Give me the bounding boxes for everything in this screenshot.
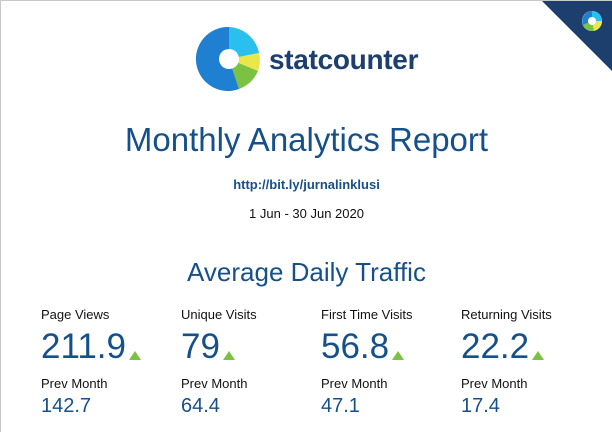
stat-value: 79 xyxy=(181,327,220,366)
prev-month-value: 17.4 xyxy=(461,395,500,417)
stat-first-time-visits: First Time Visits 56.8 Prev Month 47.1 xyxy=(321,307,461,418)
stat-value: 56.8 xyxy=(321,327,390,366)
report-title: Monthly Analytics Report xyxy=(124,121,489,158)
prev-month-value: 64.4 xyxy=(181,395,220,417)
prev-month-label: Prev Month xyxy=(461,376,528,391)
brand-name: statcounter xyxy=(269,44,419,75)
prev-month-label: Prev Month xyxy=(41,376,108,391)
traffic-stats: Page Views 211.9 Prev Month 142.7 Unique… xyxy=(1,307,612,427)
stat-value: 211.9 xyxy=(41,327,126,366)
stat-returning-visits: Returning Visits 22.2 Prev Month 17.4 xyxy=(461,307,601,418)
stat-label: Unique Visits xyxy=(181,307,257,322)
statcounter-logo: statcounter xyxy=(195,25,418,93)
prev-month-value: 47.1 xyxy=(321,395,360,417)
trend-up-icon xyxy=(129,351,141,360)
stat-unique-visits: Unique Visits 79 Prev Month 64.4 xyxy=(181,307,321,418)
prev-month-label: Prev Month xyxy=(181,376,248,391)
stat-label: Returning Visits xyxy=(461,307,552,322)
report-link[interactable]: http://bit.ly/jurnalinklusi xyxy=(233,177,380,192)
date-range: 1 Jun - 30 Jun 2020 xyxy=(249,206,364,221)
trend-up-icon xyxy=(222,351,235,360)
trend-up-icon xyxy=(392,351,405,360)
corner-badge-icon xyxy=(542,1,612,71)
prev-month-label: Prev Month xyxy=(321,376,388,391)
traffic-section-title: Average Daily Traffic xyxy=(187,257,426,287)
stat-label: First Time Visits xyxy=(321,307,413,322)
stat-label: Page Views xyxy=(41,307,110,322)
stat-page-views: Page Views 211.9 Prev Month 142.7 xyxy=(41,307,181,418)
trend-up-icon xyxy=(532,351,545,360)
statcounter-logo-icon xyxy=(195,26,260,91)
prev-month-value: 142.7 xyxy=(41,395,92,417)
stat-value: 22.2 xyxy=(461,327,530,366)
